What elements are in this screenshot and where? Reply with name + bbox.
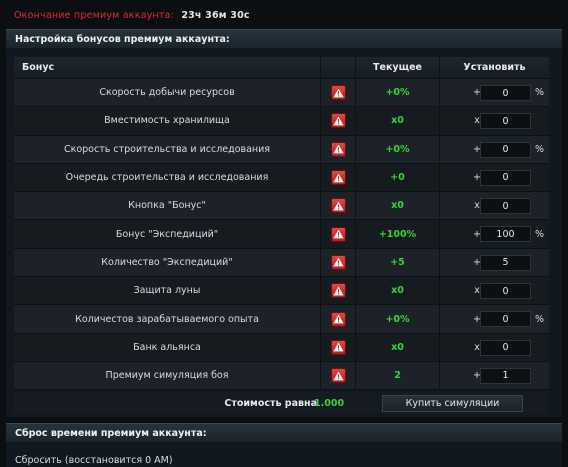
warning-triangle-icon[interactable]	[330, 170, 346, 186]
bonus-table: Бонус Текущее Установить Скорость добычи…	[14, 57, 549, 391]
bonus-value-input[interactable]	[480, 85, 531, 101]
cost-value: 1.000	[314, 398, 345, 409]
bonus-name: Кнопка "Бонус"	[128, 200, 206, 212]
bonus-name: Очередь строительства и исследования	[65, 172, 269, 184]
header-current: Текущее	[356, 57, 440, 78]
bonus-current-value: +0	[356, 163, 440, 192]
bonus-name: Количестов зарабатываемого опыта	[75, 313, 259, 325]
table-row: Очередь строительства и исследования +0 +	[14, 163, 549, 193]
warning-triangle-icon[interactable]	[330, 198, 346, 214]
bonus-name: Вместимость хранилища	[104, 115, 230, 127]
bonus-current-value: x0	[356, 333, 440, 361]
bonus-value-input[interactable]	[480, 141, 531, 158]
table-row: Вместимость хранилища x0 x	[14, 107, 549, 136]
bonus-current-value: 2	[356, 361, 440, 390]
warning-triangle-icon[interactable]	[330, 85, 346, 101]
bonus-unit: %	[535, 313, 545, 325]
bonus-value-input[interactable]	[480, 198, 531, 215]
bonus-value-input[interactable]	[480, 311, 531, 328]
warning-triangle-icon[interactable]	[330, 368, 346, 384]
table-row: Скорость добычи ресурсов +0% +%	[14, 79, 549, 108]
bonus-unit: %	[535, 87, 545, 99]
bonus-operator: x	[474, 115, 480, 127]
bonus-operator: x	[474, 285, 480, 297]
bonus-operator: +	[473, 370, 481, 382]
bonus-value-input[interactable]	[480, 169, 531, 186]
bonus-operator: +	[473, 172, 481, 184]
bonus-value-input[interactable]	[480, 339, 531, 356]
warning-triangle-icon[interactable]	[330, 311, 346, 327]
header-warning	[320, 57, 356, 78]
premium-expiry-label: Окончание премиум аккаунта:	[14, 10, 175, 21]
table-row: Скорость строительства и исследования +0%…	[14, 135, 549, 164]
reset-premium-link[interactable]: Сбросить (восстановится 0 AM)	[15, 455, 173, 466]
bonus-operator: x	[474, 341, 480, 353]
bonus-operator: +	[473, 87, 481, 99]
bonus-value-input[interactable]	[480, 367, 531, 384]
bonus-operator: +	[473, 313, 481, 325]
table-row: Кнопка "Бонус" x0 x	[14, 192, 549, 221]
bonus-value-input[interactable]	[480, 283, 531, 300]
bonus-unit: %	[535, 228, 545, 240]
table-row: Бонус "Экспедиций" +100% +%	[14, 220, 549, 249]
bonus-name: Бонус "Экспедиций"	[115, 228, 219, 240]
bonus-operator: +	[473, 256, 481, 268]
buy-simulation-button[interactable]: Купить симуляции	[382, 395, 523, 412]
bonus-current-value: +5	[356, 248, 440, 277]
bonus-value-input[interactable]	[480, 226, 531, 243]
warning-triangle-icon[interactable]	[330, 113, 346, 129]
warning-triangle-icon[interactable]	[330, 283, 346, 299]
bonus-current-value: x0	[356, 192, 440, 220]
header-set: Установить	[463, 62, 526, 73]
table-row: Защита луны x0 x	[14, 277, 549, 306]
bonus-operator: +	[473, 228, 481, 240]
reset-section-title: Сброс времени премиум аккаунта:	[6, 423, 562, 443]
bonus-current-value: +0%	[356, 305, 440, 333]
cost-label: Стоимость равна	[224, 398, 317, 409]
bonus-value-input[interactable]	[480, 113, 531, 130]
bonus-current-value: x0	[356, 107, 440, 135]
bonus-unit: %	[535, 143, 545, 155]
bonus-name: Количество "Экспедиций"	[101, 256, 233, 268]
bonus-operator: +	[473, 143, 481, 155]
table-row: Банк альянса x0 x	[14, 333, 549, 362]
bonus-name: Скорость добычи ресурсов	[99, 87, 235, 99]
warning-triangle-icon[interactable]	[330, 141, 346, 157]
premium-expiry: Окончание премиум аккаунта: 23ч 36м 30с	[14, 10, 250, 21]
table-row: Количество "Экспедиций" +5 +	[14, 248, 549, 278]
header-bonus: Бонус	[22, 62, 55, 73]
bonus-current-value: +0%	[356, 79, 440, 107]
table-row: Премиум симуляция боя 2 +	[14, 361, 549, 391]
bonus-name: Защита луны	[133, 285, 201, 297]
cost-row: Стоимость равна 1.000 Купить симуляции	[14, 392, 549, 414]
warning-triangle-icon[interactable]	[330, 226, 346, 242]
reset-section-body	[6, 443, 562, 467]
bonus-name: Скорость строительства и исследования	[63, 143, 271, 155]
bonus-current-value: x0	[356, 277, 440, 305]
bonus-current-value: +100%	[356, 220, 440, 248]
table-header: Бонус Текущее Установить	[14, 57, 549, 79]
table-row: Количестов зарабатываемого опыта +0% +%	[14, 305, 549, 334]
premium-expiry-time: 23ч 36м 30с	[181, 10, 250, 21]
warning-triangle-icon[interactable]	[330, 339, 346, 355]
bonus-section-title: Настройка бонусов премиум аккаунта:	[6, 29, 562, 49]
bonus-name: Премиум симуляция боя	[105, 370, 229, 382]
bonus-current-value: +0%	[356, 135, 440, 163]
warning-triangle-icon[interactable]	[330, 254, 346, 270]
bonus-name: Банк альянса	[133, 341, 201, 353]
bonus-value-input[interactable]	[480, 254, 531, 271]
bonus-operator: x	[474, 200, 480, 212]
